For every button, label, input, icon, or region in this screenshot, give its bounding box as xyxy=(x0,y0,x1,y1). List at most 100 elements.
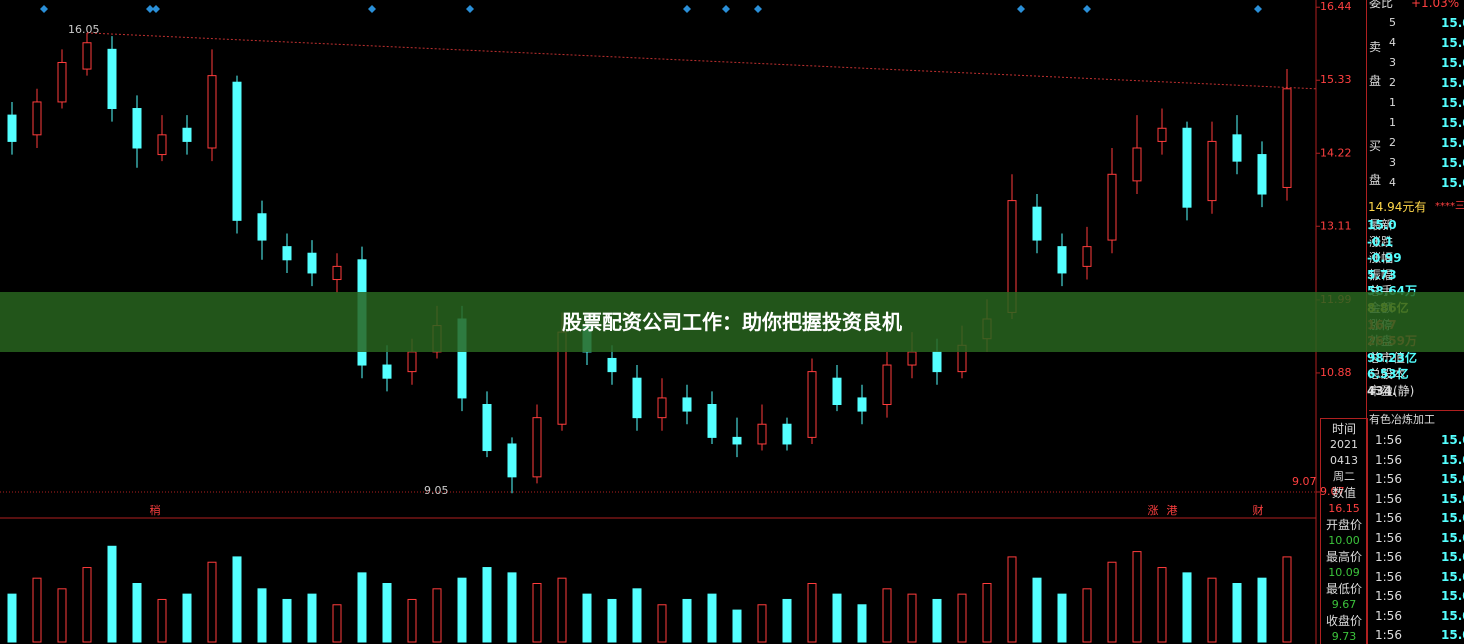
level: 2 xyxy=(1389,76,1396,89)
candle-body xyxy=(932,351,942,373)
candle-body xyxy=(707,404,717,438)
volume-bar xyxy=(1207,577,1217,643)
volume-bar xyxy=(1282,556,1292,643)
event-label: 港 xyxy=(1167,504,1178,517)
price: 15.0 xyxy=(1441,96,1464,110)
y-tick-label: 9.07 xyxy=(1320,485,1345,498)
stat-value: 6.53亿 xyxy=(1367,367,1409,382)
candle-body xyxy=(682,397,692,412)
candle-body xyxy=(782,423,792,445)
volume-bar xyxy=(807,583,817,643)
candle-body xyxy=(482,404,492,452)
level: 2 xyxy=(1389,136,1396,149)
candle-body xyxy=(1232,134,1242,162)
volume-bar xyxy=(1057,593,1067,643)
price: 15.0 xyxy=(1441,16,1464,30)
tick-price: 15.0 xyxy=(1441,472,1464,486)
candle-body xyxy=(1057,246,1067,274)
candle-body xyxy=(607,357,617,373)
stat-value: 5.73 xyxy=(1367,267,1397,282)
volume-bar xyxy=(732,609,742,643)
notice: 14.94元有 xyxy=(1368,200,1427,214)
volume-bar xyxy=(1257,577,1267,643)
tick-time: 1:56 xyxy=(1375,569,1402,584)
volume-bar xyxy=(882,588,892,643)
tick-price: 15.0 xyxy=(1441,452,1464,467)
tick-time: 1:56 xyxy=(1375,628,1402,642)
candle-body xyxy=(407,351,417,373)
candle-body xyxy=(732,436,742,445)
candle-body xyxy=(832,377,842,406)
level: 3 xyxy=(1389,56,1396,69)
y-tick-label: 13.11 xyxy=(1320,219,1352,232)
info-value: 0413 xyxy=(1330,454,1358,467)
volume-bar xyxy=(157,598,167,643)
low-label: 9.05 xyxy=(424,484,449,497)
candle-body xyxy=(657,397,667,419)
volume-bar xyxy=(1157,567,1167,643)
tick-time: 1:56 xyxy=(1375,472,1402,486)
volume-bar xyxy=(932,598,942,643)
info-label: 开盘价 xyxy=(1325,518,1362,532)
tick-price: 15.0 xyxy=(1441,433,1464,447)
volume-bar xyxy=(482,567,492,643)
candle-body xyxy=(1107,173,1117,241)
y-tick-label: 16.44 xyxy=(1320,0,1352,13)
stat-label: 总市值 xyxy=(1369,350,1406,365)
tick-price: 15.0 xyxy=(1441,491,1464,506)
trendline xyxy=(86,32,1317,90)
info-value: 16.15 xyxy=(1328,502,1360,515)
info-label: 最高价 xyxy=(1325,550,1362,564)
level: 5 xyxy=(1389,16,1396,29)
candle-body xyxy=(207,75,217,149)
volume-bar xyxy=(457,577,467,643)
y-tick-label: 15.33 xyxy=(1320,73,1352,86)
event-label: 稍 xyxy=(150,503,161,517)
candle-body xyxy=(1132,147,1142,182)
volume-bar xyxy=(307,593,317,643)
volume-bar xyxy=(707,593,717,643)
volume-bar xyxy=(907,593,917,643)
tick-time: 1:56 xyxy=(1375,511,1402,525)
candle-body xyxy=(1257,154,1267,195)
level: 4 xyxy=(1389,176,1396,189)
stat-label: 涨幅 xyxy=(1369,251,1394,266)
price: 15.0 xyxy=(1441,116,1464,130)
volume-bar xyxy=(32,577,42,643)
level: 1 xyxy=(1389,116,1396,129)
tick-time: 1:56 xyxy=(1375,589,1402,603)
side-tag: 盘 xyxy=(1369,173,1382,187)
candle-body xyxy=(807,371,817,438)
info-label: 收盘价 xyxy=(1325,614,1362,628)
candle-body xyxy=(182,127,192,142)
volume-bar xyxy=(1132,551,1142,643)
markers xyxy=(40,5,1262,13)
volume-bar xyxy=(1232,583,1242,643)
stat-label: 最新 xyxy=(1369,218,1394,232)
info-value: 周二 xyxy=(1333,470,1355,483)
stat-label: 涨跌 xyxy=(1369,234,1394,249)
candle-body xyxy=(82,42,92,70)
candle-body xyxy=(332,265,342,281)
reference-label: 9.07 xyxy=(1292,475,1317,488)
tick-time: 1:56 xyxy=(1375,452,1402,467)
price: 15.0 xyxy=(1441,56,1464,70)
info-value: 10.09 xyxy=(1328,566,1360,579)
volume-bar xyxy=(682,598,692,643)
candle-body xyxy=(107,48,117,110)
candle-body xyxy=(1082,246,1092,267)
candle-body xyxy=(632,377,642,419)
volume-bar xyxy=(782,598,792,643)
volume-bar xyxy=(507,572,517,643)
volume-bar xyxy=(582,593,592,643)
volume-bar xyxy=(557,577,567,643)
info-label: 最低价 xyxy=(1325,582,1362,596)
volume-bar xyxy=(132,583,142,643)
volume-bar xyxy=(757,604,767,643)
info-box: 时间 2021 0413 周二 数值 16.15 开盘价 10.00 最高价 10.09 最低价 9.… xyxy=(1320,418,1368,644)
volume-bar xyxy=(632,588,642,643)
sector: 有色冶炼加工 xyxy=(1369,410,1464,429)
volume-bar xyxy=(357,572,367,643)
y-tick-label: 10.88 xyxy=(1320,366,1352,379)
volume-bar xyxy=(857,604,867,643)
